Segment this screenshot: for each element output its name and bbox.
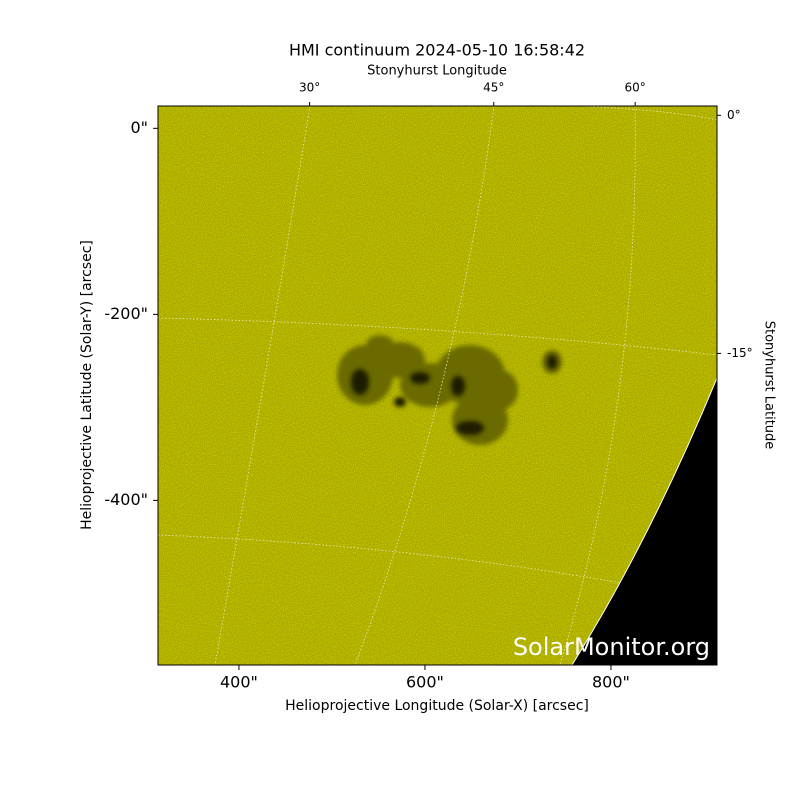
x2-axis-label: Stonyhurst Longitude [367,64,507,79]
x-tick-label: 800" [592,673,630,692]
y2-tick-label: 0° [727,108,741,122]
y-tick-label: -400" [104,490,148,509]
x-tick-label: 400" [220,673,258,692]
y-axis-label: Helioprojective Latitude (Solar-Y) [arcs… [79,240,95,530]
x-tick-label: 600" [406,673,444,692]
chart-title: HMI continuum 2024-05-10 16:58:42 [289,41,585,60]
y2-axis-label: Stonyhurst Latitude [762,321,777,450]
y2-tick-label: -15° [727,346,753,360]
sunspot-umbra [351,355,557,435]
x2-tick-label: 45° [483,81,504,95]
x2-tick-label: 60° [625,81,646,95]
space [571,377,717,665]
watermark: SolarMonitor.org [513,633,710,661]
y-tick-label: 0" [130,118,148,137]
x-axis-label: Helioprojective Longitude (Solar-X) [arc… [285,698,589,714]
plot-frame [157,105,718,666]
x2-tick-label: 30° [299,81,320,95]
solar-image: SolarMonitor.org [158,106,717,665]
coordinate-grid [158,106,717,665]
y-tick-label: -200" [104,304,148,323]
